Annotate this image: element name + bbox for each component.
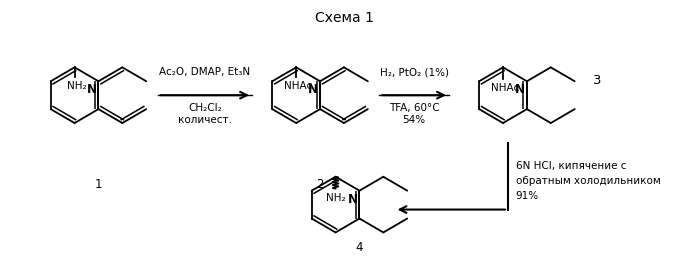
Text: Ac₂O, DMAP, Et₃N: Ac₂O, DMAP, Et₃N [159,67,251,77]
Text: количест.: количест. [178,115,232,125]
Text: 3: 3 [593,74,602,87]
Text: 1: 1 [95,178,102,191]
Text: 91%: 91% [516,191,539,201]
Text: 2: 2 [316,178,324,191]
Text: 4: 4 [356,241,363,254]
Text: CH₂Cl₂: CH₂Cl₂ [188,103,222,113]
Text: TFA, 60°C: TFA, 60°C [389,103,440,113]
Text: NH₂: NH₂ [67,81,87,91]
Text: NH₂: NH₂ [326,193,346,203]
Text: N: N [87,83,96,96]
Text: N: N [515,83,525,96]
Text: 6N HCl, кипячение с: 6N HCl, кипячение с [516,161,626,171]
Text: Схема 1: Схема 1 [315,11,374,25]
Text: N: N [308,83,318,96]
Text: 54%: 54% [403,115,426,125]
Text: обратным холодильником: обратным холодильником [516,176,660,186]
Text: NHAc: NHAc [284,81,312,91]
Text: N: N [348,193,357,206]
Text: NHAc: NHAc [491,83,519,93]
Text: H₂, PtO₂ (1%): H₂, PtO₂ (1%) [380,67,449,77]
